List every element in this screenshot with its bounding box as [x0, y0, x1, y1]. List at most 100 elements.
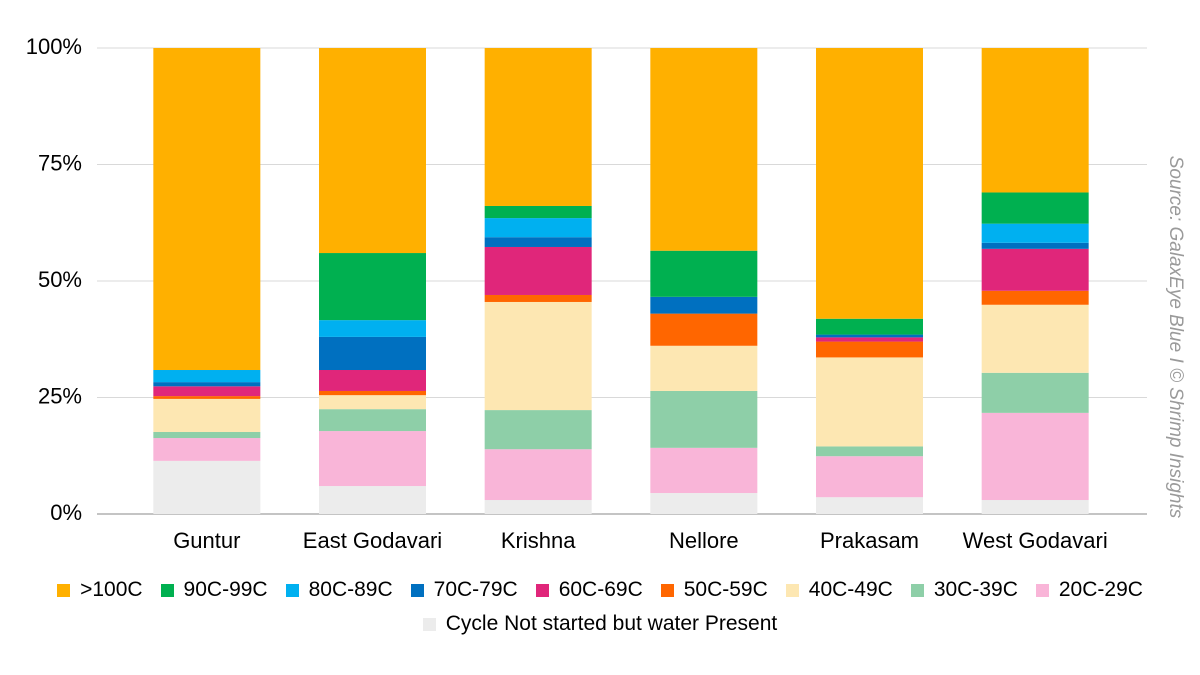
bar-segment — [153, 398, 261, 432]
legend-label: 30C-39C — [933, 578, 1018, 601]
legend-label: 80C-89C — [308, 578, 393, 601]
bar-segment — [650, 390, 758, 448]
bar-segment — [319, 336, 426, 371]
bar-segment — [981, 223, 1089, 243]
legend-label: 60C-69C — [558, 578, 643, 601]
legend-swatch — [422, 617, 436, 631]
x-tick-label: Nellore — [669, 528, 739, 553]
legend-swatch — [660, 583, 674, 597]
x-tick-label: Krishna — [501, 528, 576, 553]
x-tick-label: West Godavari — [963, 528, 1108, 553]
bar-segment — [981, 248, 1089, 291]
bar-segment — [650, 296, 758, 314]
bar-segment — [319, 48, 426, 254]
legend-swatch — [1035, 583, 1049, 597]
bar-segment — [484, 48, 592, 206]
legend-item: 90C-99C — [160, 578, 268, 602]
legend-swatch — [285, 583, 299, 597]
bar-segment — [816, 334, 923, 338]
bar-segment — [153, 370, 261, 383]
bar-segment — [816, 446, 923, 457]
bar-segment — [816, 497, 923, 514]
bar-segment — [484, 237, 592, 247]
legend-label: 40C-49C — [808, 578, 893, 601]
legend-item: 40C-49C — [785, 578, 893, 602]
y-tick-label: 50% — [38, 267, 82, 292]
bar-segment — [981, 304, 1089, 373]
legend-swatch — [785, 583, 799, 597]
bar-segment — [981, 242, 1089, 249]
bar-segment — [484, 301, 592, 411]
bar-segment — [484, 205, 592, 219]
bar-segment — [319, 409, 426, 432]
bar-segment — [484, 218, 592, 238]
bar-segment — [650, 447, 758, 494]
legend-item: >100C — [57, 578, 143, 602]
bar-segment — [153, 386, 261, 397]
bar-segment — [981, 372, 1089, 413]
bar-segment — [153, 438, 261, 461]
bar-segment — [650, 250, 758, 297]
bar-segment — [981, 290, 1089, 305]
x-tick-label: Prakasam — [820, 528, 919, 553]
legend-item: 80C-89C — [285, 578, 393, 602]
legend-item: 20C-29C — [1035, 578, 1143, 602]
bar-segment — [816, 456, 923, 498]
bar-segment — [153, 48, 261, 371]
bar-segment — [484, 294, 592, 302]
y-tick-label: 0% — [50, 500, 82, 525]
x-tick-label: Guntur — [173, 528, 240, 553]
bar-segment — [319, 486, 426, 514]
legend: >100C 90C-99C 80C-89C 70C-79C 60C-69C 50C-59C… — [30, 578, 1170, 636]
bar-segment — [484, 246, 592, 295]
bar-segment — [650, 345, 758, 391]
bar-segment — [153, 382, 261, 387]
bar-segment — [981, 412, 1089, 501]
bar-segment — [816, 48, 923, 319]
y-tick-label: 75% — [38, 150, 82, 175]
bar-segment — [319, 370, 426, 391]
legend-swatch — [160, 583, 174, 597]
legend-swatch — [535, 583, 549, 597]
source-note: Source: GalaxEye Blue I © Shrimp Insight… — [1165, 156, 1186, 519]
legend-label: 20C-29C — [1058, 578, 1143, 601]
legend-label: Cycle Not started but water Present — [445, 612, 778, 635]
bar-segment — [981, 48, 1089, 193]
y-tick-label: 25% — [38, 383, 82, 408]
bar-segment — [650, 48, 758, 251]
legend-swatch — [910, 583, 924, 597]
bar-segment — [484, 410, 592, 450]
bar-segment — [319, 390, 426, 396]
legend-swatch — [410, 583, 424, 597]
bar-segment — [319, 431, 426, 487]
bar-segment — [816, 357, 923, 447]
bar-segment — [153, 396, 261, 399]
y-tick-label: 100% — [26, 34, 82, 59]
bar-segment — [319, 395, 426, 410]
x-tick-label: East Godavari — [303, 528, 442, 553]
bar-segment — [484, 500, 592, 514]
legend-label: >100C — [80, 578, 143, 601]
bar-segment — [816, 318, 923, 335]
legend-swatch — [57, 583, 71, 597]
legend-item: 50C-59C — [660, 578, 768, 602]
bar-segment — [816, 337, 923, 342]
bar-segment — [153, 460, 261, 514]
legend-label: 50C-59C — [683, 578, 768, 601]
bar-segment — [484, 449, 592, 501]
legend-item: 30C-39C — [910, 578, 1018, 602]
legend-item: 60C-69C — [535, 578, 643, 602]
legend-item: Cycle Not started but water Present — [422, 612, 778, 636]
legend-label: 90C-99C — [183, 578, 268, 601]
legend-item: 70C-79C — [410, 578, 518, 602]
bar-segment — [319, 253, 426, 321]
bar-segment — [816, 341, 923, 358]
bar-segment — [650, 313, 758, 346]
bar-segment — [153, 431, 261, 439]
bar-segment — [650, 493, 758, 514]
legend-label: 70C-79C — [433, 578, 518, 601]
bar-segment — [981, 500, 1089, 514]
bar-segment — [981, 192, 1089, 224]
